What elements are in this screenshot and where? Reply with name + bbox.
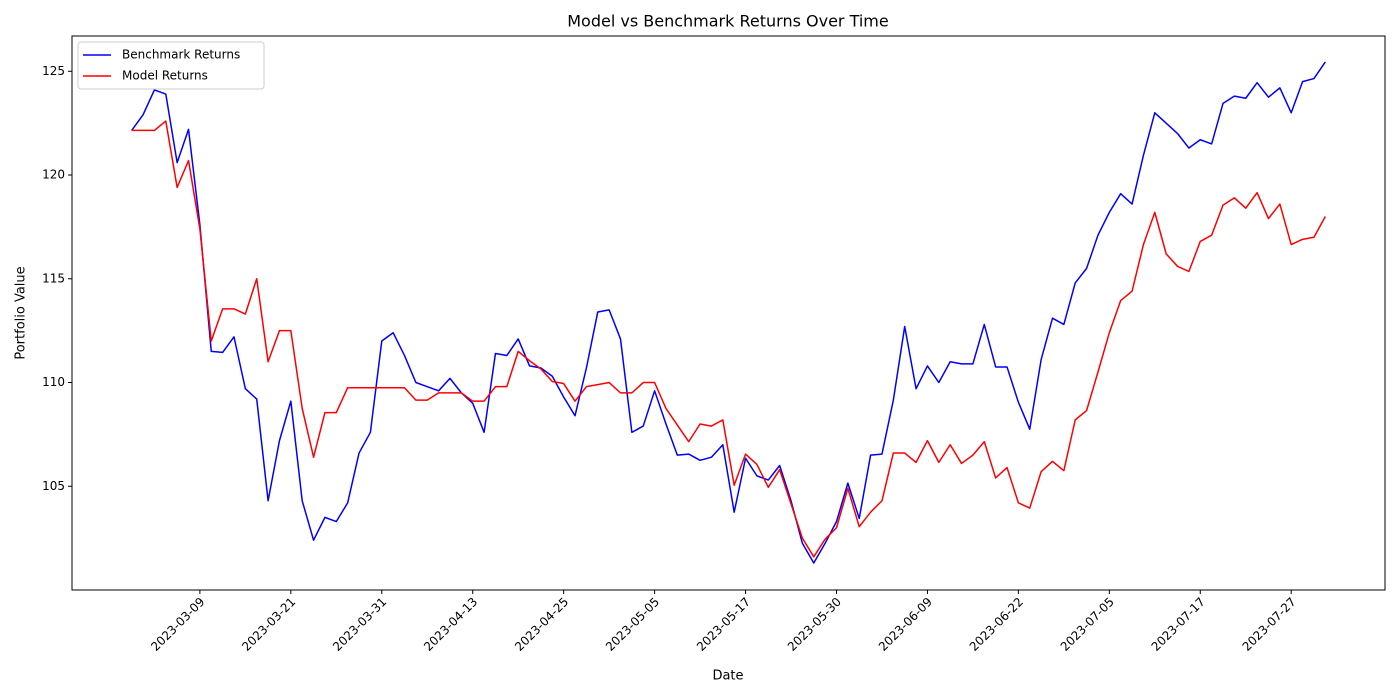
series-line	[131, 120, 1326, 558]
series-line	[131, 61, 1326, 564]
y-axis-label: Portfolio Value	[14, 266, 29, 359]
y-tick-label: 110	[42, 375, 65, 389]
legend-box	[77, 41, 265, 90]
plot-frame	[71, 35, 1386, 591]
x-axis-label: Date	[712, 669, 743, 684]
y-tick-label: 120	[42, 168, 65, 182]
chart-title: Model vs Benchmark Returns Over Time	[567, 12, 888, 31]
y-tick-label: 105	[42, 479, 65, 493]
y-tick-label: 125	[42, 64, 65, 78]
legend-label: Benchmark Returns	[122, 48, 240, 62]
y-tick-label: 115	[42, 271, 65, 285]
legend-label: Model Returns	[122, 69, 208, 83]
